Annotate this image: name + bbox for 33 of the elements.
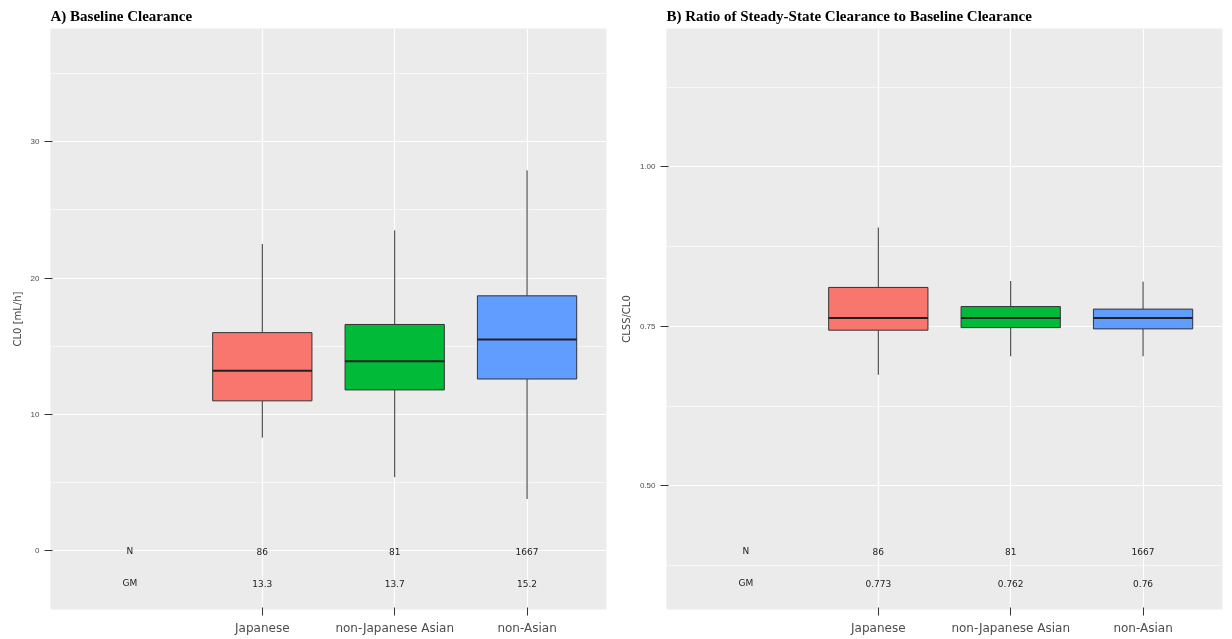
annotation: 0.762 [997,578,1024,589]
x-tick-label: non-Japanese Asian [951,620,1070,635]
y-tick-label: 0.75 [639,321,657,331]
annotation: 15.2 [517,578,538,589]
annotation: 0.76 [1133,578,1154,589]
y-tick-label: 20 [30,273,41,283]
chart-title: A) Baseline Clearance [50,7,193,25]
x-tick-label: Japanese [850,620,906,635]
annotation: 13.7 [384,578,405,589]
y-tick-label: 0 [35,546,41,556]
y-tick-label: 30 [30,137,41,147]
annotation: 81 [388,546,401,557]
annotation: 13.3 [252,578,273,589]
annotation: GM [738,578,754,589]
annotation: 81 [1004,546,1017,557]
y-tick-label: 1.00 [639,162,657,172]
annotation: 86 [872,546,885,557]
annotation: 1667 [1131,546,1155,557]
x-tick-label: non-Asian [497,620,557,635]
x-tick-label: Japanese [234,620,290,635]
annotation: 86 [256,546,269,557]
annotation: N [742,546,750,557]
annotation: 1667 [515,546,539,557]
y-tick-label: 10 [30,409,41,419]
annotation: GM [122,578,138,589]
y-tick-label: 0.50 [639,481,657,491]
x-tick-label: non-Asian [1113,620,1173,635]
y-axis-title: CLSS/CL0 [620,295,632,343]
x-tick-label: non-Japanese Asian [335,620,454,635]
chart-title: B) Ratio of Steady-State Clearance to Baseline Clearance [666,7,1033,25]
annotation: 0.773 [865,578,892,589]
y-axis-title: CL0 [mL/h] [11,291,23,347]
annotation: N [126,546,134,557]
